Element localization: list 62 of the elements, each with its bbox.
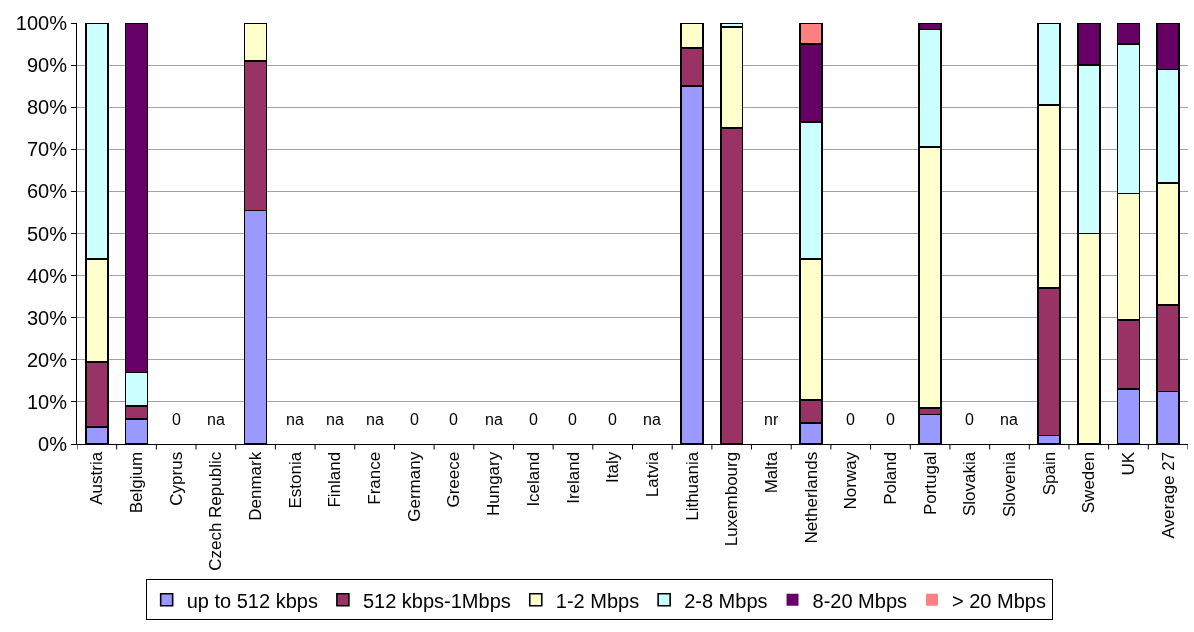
x-tick-label: Belgium — [127, 451, 147, 514]
legend-label: 1-2 Mbps — [555, 589, 640, 612]
x-tick-label: Average 27 — [1158, 451, 1178, 539]
x-tick-label: Luxembourg — [722, 451, 742, 547]
text: na — [643, 411, 661, 428]
y-tick-label: 0% — [38, 433, 68, 455]
x-tick-label: Slovenia — [999, 451, 1019, 518]
x-tick-label: UK — [1119, 451, 1139, 476]
text: na — [366, 411, 384, 428]
x-tick-label: Lithuania — [682, 451, 702, 521]
text: na — [485, 411, 503, 428]
x-tick-label: Austria — [87, 451, 107, 505]
x-tick-label: Cyprus — [166, 451, 186, 506]
x-tick-label: Netherlands — [801, 451, 821, 544]
y-tick-label: 30% — [26, 306, 68, 329]
text: na — [1000, 411, 1018, 428]
text: na — [326, 411, 344, 428]
x-tick-label: Latvia — [642, 451, 662, 498]
x-tick-label: Sweden — [1079, 451, 1099, 514]
y-tick-label: 50% — [26, 222, 68, 245]
x-tick-label: Norway — [841, 451, 861, 510]
text: na — [286, 411, 304, 428]
x-tick-label: Czech Republic — [206, 451, 226, 571]
x-tick-label: Slovakia — [960, 451, 980, 517]
data-label: 0 — [410, 411, 419, 428]
y-tick-label: 10% — [26, 390, 68, 413]
x-tick-label: Spain — [1039, 451, 1059, 496]
y-tick-label: 20% — [26, 348, 68, 371]
x-tick-label: Denmark — [246, 451, 266, 521]
data-label: 0 — [608, 411, 617, 428]
y-tick-label: 80% — [26, 96, 68, 119]
x-tick-label: Poland — [880, 451, 900, 505]
x-tick-label: Finland — [325, 451, 345, 508]
x-tick-label: Ireland — [563, 451, 583, 504]
x-tick-label: France — [365, 451, 385, 505]
text: nr — [764, 411, 779, 428]
data-label: 0 — [172, 411, 181, 428]
data-label: 0 — [965, 411, 974, 428]
y-tick-label: 60% — [26, 180, 68, 203]
y-tick-label: 90% — [26, 54, 68, 77]
legend-label: 2-8 Mbps — [684, 589, 768, 612]
x-tick-label: Iceland — [523, 451, 543, 507]
y-tick-label: 70% — [26, 138, 68, 161]
x-tick-label: Greece — [444, 451, 464, 508]
text: na — [207, 411, 225, 428]
y-tick-label: 40% — [26, 264, 68, 287]
x-tick-label: Italy — [603, 451, 623, 483]
legend-label: up to 512 kbps — [186, 589, 318, 612]
x-tick-label: Hungary — [484, 451, 504, 517]
legend-label: > 20 Mbps — [952, 589, 1046, 612]
y-tick-label: 100% — [15, 12, 68, 34]
data-label: 0 — [568, 411, 577, 428]
data-label: 0 — [449, 411, 458, 428]
data-label: 0 — [846, 411, 855, 428]
x-tick-label: Germany — [404, 451, 424, 522]
data-label: 0 — [886, 411, 895, 428]
x-tick-label: Malta — [761, 451, 781, 494]
legend-label: 512 kbps-1Mbps — [362, 589, 511, 612]
data-label: 0 — [529, 411, 538, 428]
x-tick-label: Portugal — [920, 451, 940, 516]
x-tick-label: Estonia — [285, 451, 305, 509]
legend-label: 8-20 Mbps — [812, 589, 908, 612]
